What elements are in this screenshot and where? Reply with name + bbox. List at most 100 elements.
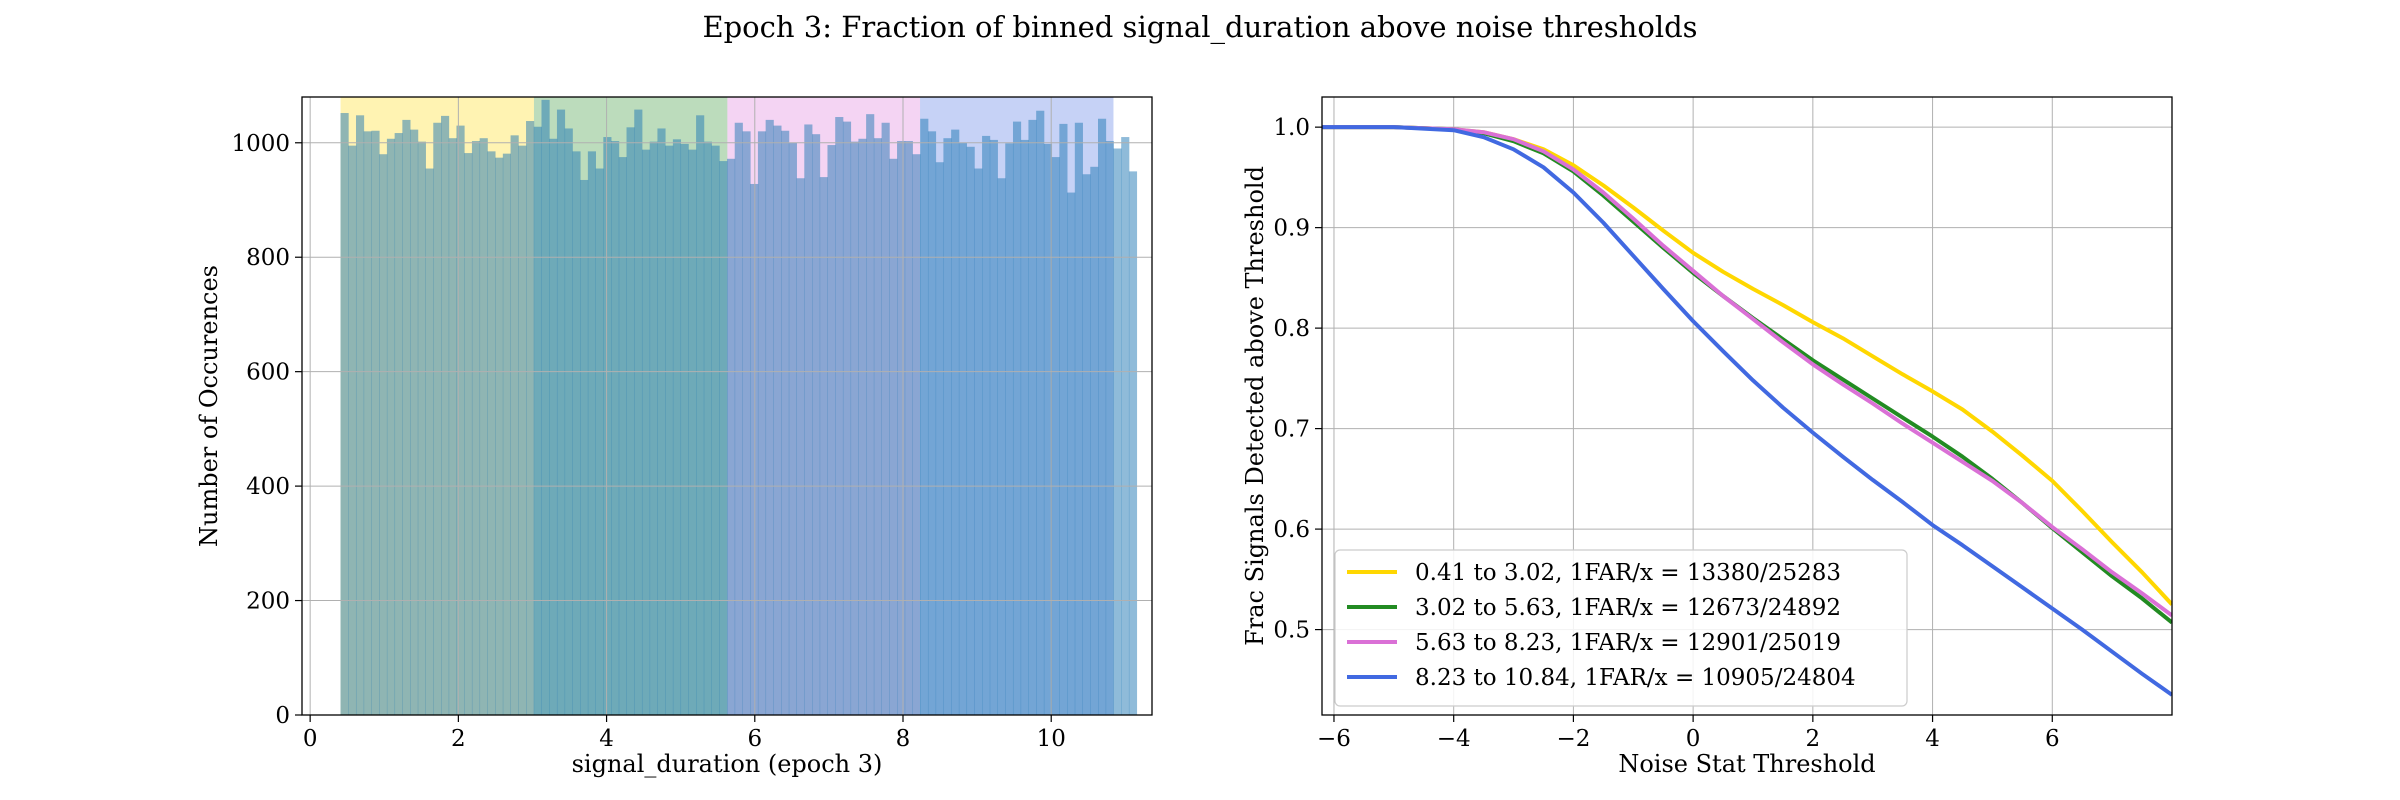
histogram-y-axis-label: Number of Occurences xyxy=(195,265,223,547)
histogram-bar xyxy=(1028,119,1037,715)
y-tick-label: 0.9 xyxy=(1273,216,1310,242)
histogram-bar xyxy=(433,122,442,715)
histogram-bar xyxy=(819,177,828,716)
x-tick-label: 2 xyxy=(1806,726,1821,752)
histogram-bar xyxy=(750,183,759,715)
y-tick-label: 600 xyxy=(246,360,290,386)
histogram-bar xyxy=(425,168,434,715)
x-tick-label: 0 xyxy=(303,726,318,752)
histogram-bar xyxy=(951,129,960,715)
histogram-axes-frame xyxy=(301,96,1153,716)
histogram-bar xyxy=(402,119,411,715)
y-tick-label: 200 xyxy=(246,589,290,615)
histogram-bar xyxy=(711,145,720,715)
histogram-bar xyxy=(549,138,558,715)
y-tick-label: 400 xyxy=(246,474,290,500)
histogram-bar xyxy=(943,138,952,715)
histogram-bar xyxy=(657,128,666,715)
histogram-bar xyxy=(479,138,488,715)
histogram-bar xyxy=(464,153,473,716)
histogram-bar xyxy=(348,145,357,715)
histogram-bar xyxy=(850,141,859,716)
histogram-bar xyxy=(835,117,844,716)
histogram-bar xyxy=(1036,110,1045,715)
histogram-bar xyxy=(572,151,581,716)
histogram-bar xyxy=(688,149,697,716)
line-chart-y-axis-label: Frac Signals Detected above Threshold xyxy=(1241,166,1269,646)
histogram-grid xyxy=(302,97,1152,716)
y-tick-label: 800 xyxy=(246,245,290,271)
histogram-bar xyxy=(935,162,944,715)
histogram-bar xyxy=(386,138,396,715)
line-series-layer xyxy=(1322,125,2172,697)
detection-fraction-panel: −6 −4 −2 0 2 4 6 0.5 0.6 0.7 0.8 0.9 1.0 Noise Stat … xyxy=(1241,96,2173,778)
histogram-bar xyxy=(788,142,797,715)
histogram-bar xyxy=(533,126,542,715)
histogram-ticks: 0 2 4 6 8 10 0 200 400 600 800 1000 xyxy=(231,131,1065,752)
histogram-bar xyxy=(696,115,705,716)
histogram-bar xyxy=(379,154,388,715)
histogram-bar xyxy=(873,138,882,715)
series-line-3 xyxy=(1322,125,2172,618)
histogram-bar xyxy=(1020,139,1029,715)
histogram-bar xyxy=(641,149,651,716)
series-line-1 xyxy=(1322,125,2172,606)
line-chart-x-axis-label: Noise Stat Threshold xyxy=(1618,750,1875,778)
histogram-bar xyxy=(982,135,991,715)
histogram-bar xyxy=(974,168,983,715)
histogram-bar xyxy=(355,115,365,716)
histogram-bar xyxy=(340,113,349,716)
x-tick-label: 0 xyxy=(1686,726,1701,752)
histogram-bar xyxy=(634,109,643,716)
legend-entry-label: 5.63 to 8.23, 1FAR/x = 12901/25019 xyxy=(1415,630,1841,656)
line-chart-axes-frame xyxy=(1321,96,2173,716)
histogram-bar xyxy=(587,151,597,716)
histogram-bar xyxy=(618,157,627,716)
histogram-bar xyxy=(703,141,712,716)
histogram-bar xyxy=(1082,174,1091,715)
y-tick-label: 1.0 xyxy=(1273,115,1310,141)
histogram-bar xyxy=(371,130,380,715)
histogram-bar xyxy=(804,124,813,715)
histogram-bar xyxy=(363,131,372,716)
x-tick-label: −2 xyxy=(1556,726,1590,752)
histogram-bar xyxy=(904,141,913,716)
histogram-bar xyxy=(1128,171,1138,715)
histogram-bar xyxy=(595,168,604,715)
histogram-bar xyxy=(502,153,511,715)
x-tick-label: −6 xyxy=(1317,726,1351,752)
histogram-bar xyxy=(842,121,852,716)
y-tick-label: 0.7 xyxy=(1273,417,1310,443)
x-tick-label: 2 xyxy=(451,726,466,752)
figure-title: Epoch 3: Fraction of binned signal_durat… xyxy=(702,10,1697,45)
histogram-bar xyxy=(858,138,867,715)
histogram-bar xyxy=(742,131,751,716)
y-tick-label: 0 xyxy=(275,703,290,729)
histogram-bar xyxy=(796,178,805,715)
histogram-bar xyxy=(897,141,906,716)
histogram-bar xyxy=(1059,123,1068,715)
histogram-bar xyxy=(518,145,527,715)
x-tick-label: 4 xyxy=(1925,726,1940,752)
histogram-bar xyxy=(448,138,457,715)
legend-entry-label: 3.02 to 5.63, 1FAR/x = 12673/24892 xyxy=(1415,595,1841,621)
histogram-bar xyxy=(1012,121,1022,716)
x-tick-label: 6 xyxy=(747,726,762,752)
histogram-bar xyxy=(541,99,550,716)
histogram-bar xyxy=(773,125,782,716)
line-chart-grid xyxy=(1322,97,2172,715)
y-tick-label: 0.8 xyxy=(1273,316,1310,342)
histogram-bar xyxy=(1005,143,1014,716)
histogram-bar xyxy=(1090,166,1099,716)
histogram-bar xyxy=(734,122,743,715)
legend-box xyxy=(1334,549,1908,707)
histogram-bar xyxy=(394,133,403,716)
histogram-bar xyxy=(920,118,929,715)
histogram-bar xyxy=(958,142,968,715)
histogram-bar xyxy=(611,141,620,716)
histogram-bar xyxy=(1051,157,1060,716)
histogram-bar xyxy=(471,141,481,716)
histogram-bar xyxy=(603,137,612,716)
x-tick-label: 10 xyxy=(1037,726,1066,752)
